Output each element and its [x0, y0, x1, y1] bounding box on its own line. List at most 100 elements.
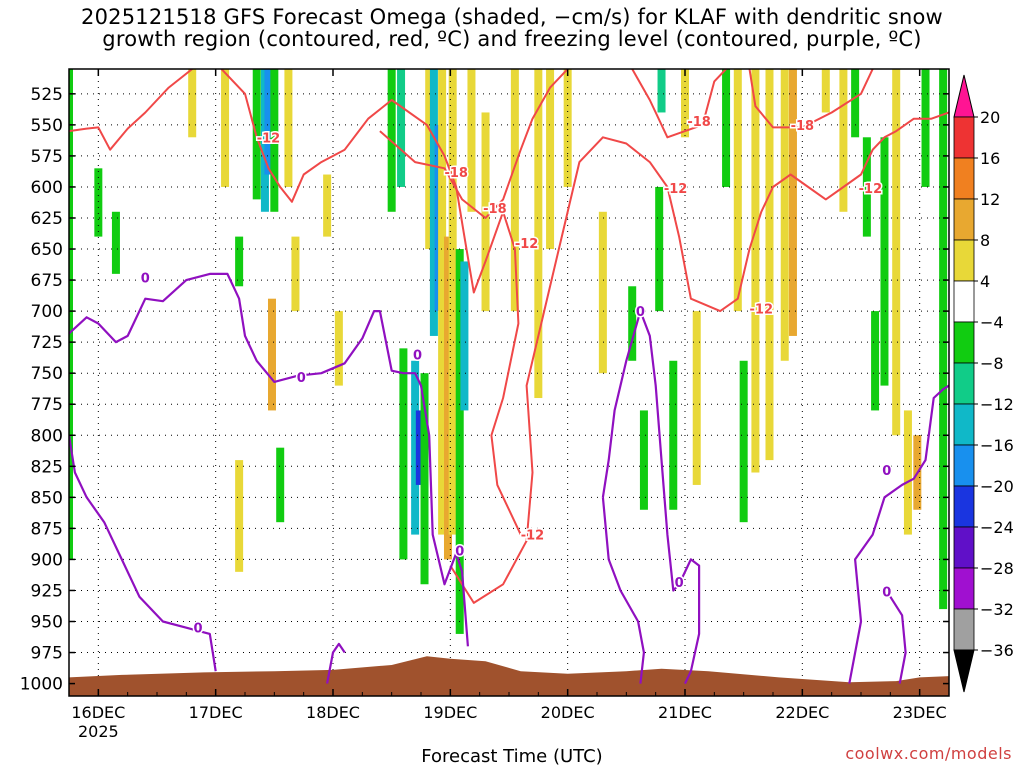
- omega-patch: [235, 460, 244, 572]
- y-tick-label: 925: [31, 581, 63, 601]
- dgz-contour-line: [69, 69, 193, 151]
- omega-patch: [546, 69, 555, 250]
- omega-patch: [460, 261, 469, 411]
- omega-patch: [892, 69, 901, 436]
- y-tick-label: 625: [31, 209, 63, 229]
- omega-patch: [839, 69, 848, 212]
- omega-patch: [669, 360, 678, 510]
- omega-patch: [397, 69, 406, 187]
- chart-title-line-2: growth region (contoured, red, ºC) and f…: [102, 27, 922, 51]
- credit-link[interactable]: coolwx.com/models: [845, 744, 1012, 763]
- y-tick-label: 975: [31, 644, 63, 664]
- contour-label: -18: [444, 166, 468, 181]
- x-tick-label: 23DEC: [893, 703, 947, 722]
- contour-label: 0: [882, 586, 891, 601]
- colorbar-label: 16: [980, 149, 1000, 168]
- y-tick-label: 875: [31, 519, 63, 539]
- colorbar-bin: [953, 157, 975, 200]
- colorbar-bottom-arrow: [953, 649, 975, 693]
- y-tick-label: 700: [31, 302, 63, 322]
- omega-patch: [438, 69, 447, 535]
- y-tick-label: 750: [31, 364, 63, 384]
- colorbar-bin: [953, 485, 975, 528]
- omega-patch: [862, 137, 871, 237]
- y-tick-label: 650: [31, 240, 63, 260]
- contour-label: -18: [483, 202, 507, 217]
- omega-patch: [788, 69, 797, 336]
- y-tick-label: 675: [31, 271, 63, 291]
- omega-patch: [921, 69, 930, 187]
- omega-patch: [628, 286, 637, 361]
- x-tick-label: 20DEC: [541, 703, 595, 722]
- contour-label: -18: [687, 115, 711, 130]
- omega-patch: [443, 236, 452, 560]
- contour-labels: -12 -18 -18 -12 -12 -18 -12 -18 -12 -12 0 0 0 0 0 0 0 0 0: [139, 114, 893, 639]
- freezing-contour-line: [601, 310, 642, 498]
- x-tick-label: 19DEC: [423, 703, 477, 722]
- omega-patch: [692, 311, 701, 485]
- omega-patch: [639, 410, 648, 510]
- colorbar-label: −20: [980, 477, 1014, 496]
- colorbar: 20 16 12 8 4 −4 −8 −12 −16 −20 −24 −28 −32 −36: [953, 74, 1014, 693]
- omega-patch: [510, 69, 519, 312]
- omega-shading: [69, 69, 948, 634]
- contour-label: -12: [664, 182, 688, 197]
- y-tick-label: 950: [31, 613, 63, 633]
- omega-patch: [411, 360, 420, 535]
- omega-patch: [270, 69, 279, 212]
- contour-label: -12: [515, 237, 539, 252]
- omega-patch: [399, 348, 408, 560]
- omega-patch: [455, 249, 464, 634]
- omega-patch: [94, 168, 103, 237]
- y-tick-label: 600: [31, 178, 63, 198]
- omega-patch: [739, 360, 748, 523]
- plot-frame-rect: [68, 68, 950, 697]
- colorbar-label: −28: [980, 559, 1014, 578]
- y-tick-label: 550: [31, 116, 63, 136]
- dgz-contour-line: [379, 69, 569, 219]
- colorbar-bin: [953, 198, 975, 241]
- freezing-contour-line: [848, 384, 949, 684]
- omega-patch: [276, 447, 285, 523]
- grid-lines: [69, 69, 949, 696]
- omega-patch: [534, 69, 543, 399]
- omega-patch: [264, 69, 273, 175]
- omega-patch: [188, 69, 197, 138]
- freezing-contour-line: [601, 497, 645, 684]
- colorbar-bin: [953, 321, 975, 364]
- colorbar-bin: [953, 403, 975, 446]
- dgz-contour-line: [748, 69, 874, 129]
- dgz-contour-line: [220, 69, 522, 536]
- contour-label: 0: [882, 464, 891, 479]
- omega-patch: [415, 410, 424, 485]
- x-axis-title: Forecast Time (UTC): [421, 746, 603, 767]
- y-tick-label: 575: [31, 147, 63, 167]
- omega-patch: [420, 373, 429, 585]
- omega-patch: [751, 69, 760, 473]
- x-tick-label: 22DEC: [775, 703, 829, 722]
- omega-patch: [481, 112, 490, 312]
- omega-patch: [765, 69, 774, 461]
- x-tick-label: 21DEC: [658, 703, 712, 722]
- contour-label: 0: [141, 272, 150, 287]
- omega-patch: [467, 69, 476, 212]
- x-tick-label: 17DEC: [189, 703, 243, 722]
- omega-patch: [880, 137, 889, 386]
- x-year-label: 2025: [78, 722, 119, 741]
- y-tick-label: 775: [31, 395, 63, 415]
- colorbar-label: −32: [980, 600, 1014, 619]
- omega-patch: [722, 69, 731, 187]
- omega-patch: [425, 69, 434, 250]
- y-tick-label: 850: [31, 488, 63, 508]
- plot-frame: [68, 68, 950, 697]
- chart-title-line-1: 2025121518 GFS Forecast Omega (shaded, −…: [81, 5, 943, 29]
- y-tick-label: 900: [31, 550, 63, 570]
- contour-label: -18: [791, 119, 815, 134]
- omega-patch: [235, 236, 244, 287]
- omega-patch: [598, 211, 607, 374]
- colorbar-bin: [953, 608, 975, 651]
- colorbar-top-arrow: [953, 74, 975, 118]
- omega-patch: [780, 69, 789, 361]
- omega-patch: [334, 311, 343, 386]
- omega-patch: [429, 69, 438, 336]
